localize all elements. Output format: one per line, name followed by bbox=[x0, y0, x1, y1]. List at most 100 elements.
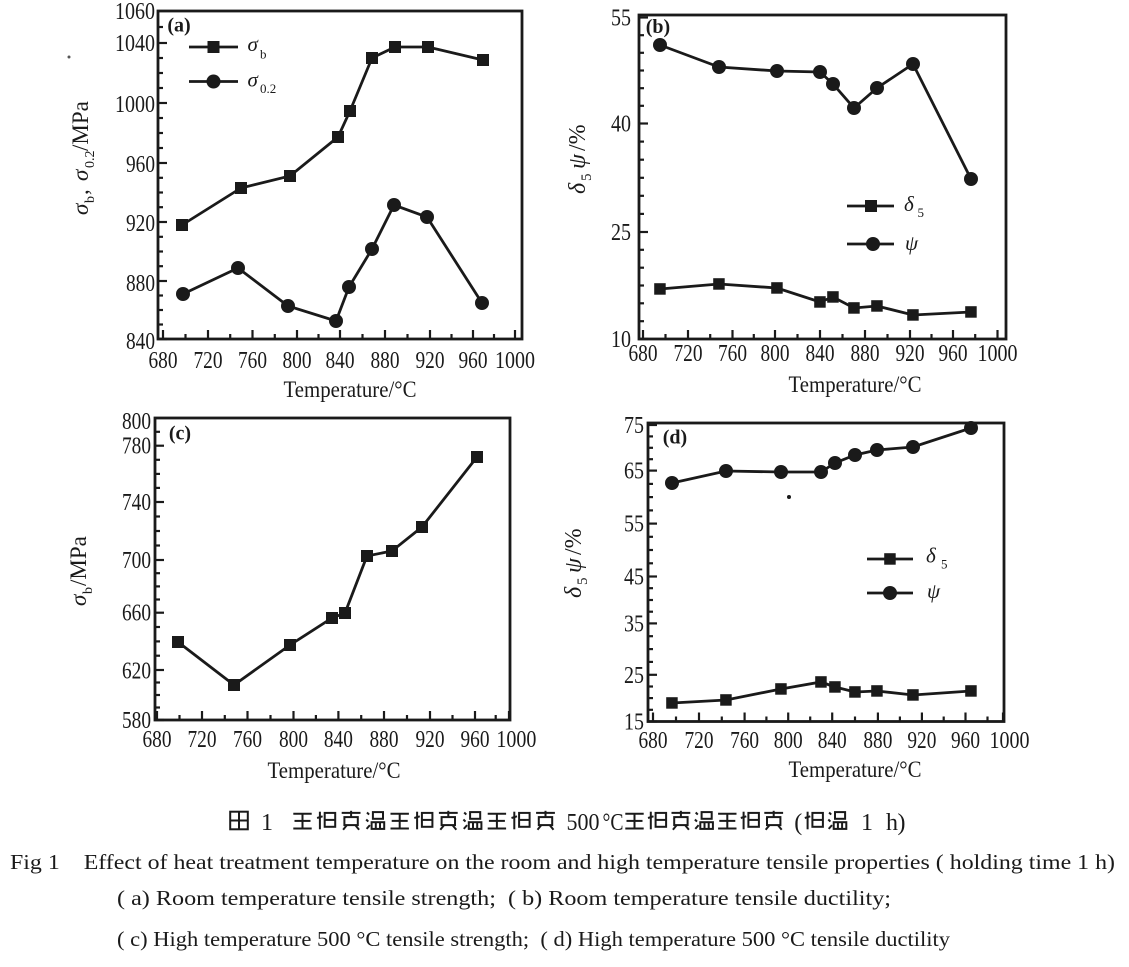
svg-text:680: 680 bbox=[149, 348, 178, 374]
svg-text:1000: 1000 bbox=[990, 728, 1030, 754]
svg-text:720: 720 bbox=[674, 341, 703, 367]
svg-text:( a) Room temperature tensile: ( a) Room temperature tensile strength; … bbox=[117, 886, 891, 910]
svg-text:1060: 1060 bbox=[115, 0, 155, 25]
svg-text:(b): (b) bbox=[646, 16, 670, 38]
svg-text:δ: δ bbox=[561, 586, 587, 598]
svg-text:δ: δ bbox=[926, 544, 937, 568]
svg-text:760: 760 bbox=[730, 728, 759, 754]
svg-text:(a): (a) bbox=[167, 15, 190, 37]
svg-text:/%: /% bbox=[565, 124, 591, 151]
svg-text:840: 840 bbox=[818, 728, 847, 754]
svg-text:1000: 1000 bbox=[115, 92, 155, 118]
svg-text:,: , bbox=[68, 189, 93, 195]
svg-text:880: 880 bbox=[851, 341, 880, 367]
svg-text:760: 760 bbox=[233, 727, 262, 753]
svg-text:680: 680 bbox=[143, 727, 172, 753]
svg-text:920: 920 bbox=[126, 211, 155, 237]
svg-text:880: 880 bbox=[370, 727, 399, 753]
svg-text:75: 75 bbox=[624, 413, 644, 439]
svg-text:( c) High temperature 500 °C t: ( c) High temperature 500 °C tensile str… bbox=[117, 927, 951, 951]
svg-text:5: 5 bbox=[579, 174, 595, 182]
svg-text:45: 45 bbox=[624, 565, 644, 591]
svg-text:40: 40 bbox=[611, 112, 631, 138]
svg-text:σ: σ bbox=[248, 32, 260, 56]
svg-text:1000: 1000 bbox=[496, 727, 536, 753]
svg-text:35: 35 bbox=[624, 611, 644, 637]
svg-text:σ: σ bbox=[68, 168, 93, 181]
svg-text:ψ: ψ bbox=[561, 557, 587, 573]
svg-text:1000: 1000 bbox=[495, 348, 535, 374]
svg-text:840: 840 bbox=[806, 341, 835, 367]
svg-text:1000: 1000 bbox=[978, 341, 1018, 367]
svg-text:10: 10 bbox=[611, 327, 631, 353]
svg-text:5: 5 bbox=[941, 557, 948, 572]
svg-text:960: 960 bbox=[459, 348, 488, 374]
svg-text:δ: δ bbox=[904, 192, 915, 216]
svg-text:b: b bbox=[83, 196, 98, 203]
svg-text:25: 25 bbox=[624, 663, 644, 689]
svg-text:960: 960 bbox=[951, 728, 980, 754]
svg-text:880: 880 bbox=[126, 271, 155, 297]
svg-text:800: 800 bbox=[761, 341, 790, 367]
svg-text:840: 840 bbox=[126, 329, 155, 355]
svg-text:0.2: 0.2 bbox=[260, 81, 276, 96]
svg-text:ψ: ψ bbox=[565, 153, 591, 169]
svg-text:500: 500 bbox=[567, 810, 600, 836]
svg-text:960: 960 bbox=[126, 152, 155, 178]
svg-text:800: 800 bbox=[283, 348, 312, 374]
svg-text:740: 740 bbox=[122, 490, 151, 516]
svg-text:720: 720 bbox=[188, 727, 217, 753]
svg-text:b: b bbox=[81, 587, 96, 594]
svg-text:1040: 1040 bbox=[115, 31, 155, 57]
svg-text:b: b bbox=[260, 47, 267, 62]
svg-text:920: 920 bbox=[416, 348, 445, 374]
svg-text:960: 960 bbox=[939, 341, 968, 367]
svg-text:(d): (d) bbox=[663, 427, 687, 449]
svg-text:1: 1 bbox=[261, 810, 273, 836]
svg-text:580: 580 bbox=[122, 708, 151, 734]
svg-text:15: 15 bbox=[624, 710, 644, 736]
svg-text:25: 25 bbox=[611, 220, 631, 246]
svg-text:55: 55 bbox=[611, 6, 631, 32]
svg-text:σ: σ bbox=[68, 202, 93, 215]
svg-text:920: 920 bbox=[907, 728, 936, 754]
svg-text:ψ: ψ bbox=[927, 579, 941, 603]
svg-text:620: 620 bbox=[122, 659, 151, 685]
svg-text:Temperature/°C: Temperature/°C bbox=[789, 757, 922, 782]
svg-text:680: 680 bbox=[639, 728, 668, 754]
svg-text:760: 760 bbox=[718, 341, 747, 367]
svg-text:Fig 1 Effect of heat treatm: Fig 1 Effect of heat treatment temperatu… bbox=[10, 850, 1115, 874]
svg-text:Temperature/°C: Temperature/°C bbox=[789, 372, 922, 397]
svg-text:65: 65 bbox=[624, 459, 644, 485]
svg-text:0.2: 0.2 bbox=[83, 151, 98, 169]
svg-text:920: 920 bbox=[896, 341, 925, 367]
svg-text:1: 1 bbox=[861, 810, 873, 836]
svg-text:(c): (c) bbox=[169, 423, 191, 445]
svg-text:): ) bbox=[898, 810, 906, 836]
svg-text:780: 780 bbox=[122, 434, 151, 460]
svg-text:840: 840 bbox=[324, 727, 353, 753]
svg-text:680: 680 bbox=[629, 341, 658, 367]
svg-text:Temperature/°C: Temperature/°C bbox=[284, 377, 417, 402]
svg-text:°C: °C bbox=[603, 810, 624, 836]
svg-text:880: 880 bbox=[863, 728, 892, 754]
svg-text:5: 5 bbox=[575, 578, 591, 586]
svg-text:Temperature/°C: Temperature/°C bbox=[268, 758, 401, 783]
svg-text:h: h bbox=[886, 810, 898, 836]
svg-text:55: 55 bbox=[624, 512, 644, 538]
svg-text:5: 5 bbox=[918, 205, 925, 220]
svg-text:δ: δ bbox=[565, 182, 591, 194]
svg-text:700: 700 bbox=[122, 548, 151, 574]
svg-text:σ: σ bbox=[248, 68, 260, 92]
svg-text:800: 800 bbox=[774, 728, 803, 754]
svg-text:960: 960 bbox=[461, 727, 490, 753]
svg-text:/MPa: /MPa bbox=[66, 536, 91, 586]
svg-text:800: 800 bbox=[279, 727, 308, 753]
svg-text:(: ( bbox=[794, 810, 802, 836]
svg-text:920: 920 bbox=[416, 727, 445, 753]
svg-text:ψ: ψ bbox=[905, 231, 919, 255]
svg-text:/%: /% bbox=[561, 528, 587, 555]
svg-text:720: 720 bbox=[194, 348, 223, 374]
svg-text:880: 880 bbox=[371, 348, 400, 374]
svg-text:800: 800 bbox=[122, 409, 151, 435]
